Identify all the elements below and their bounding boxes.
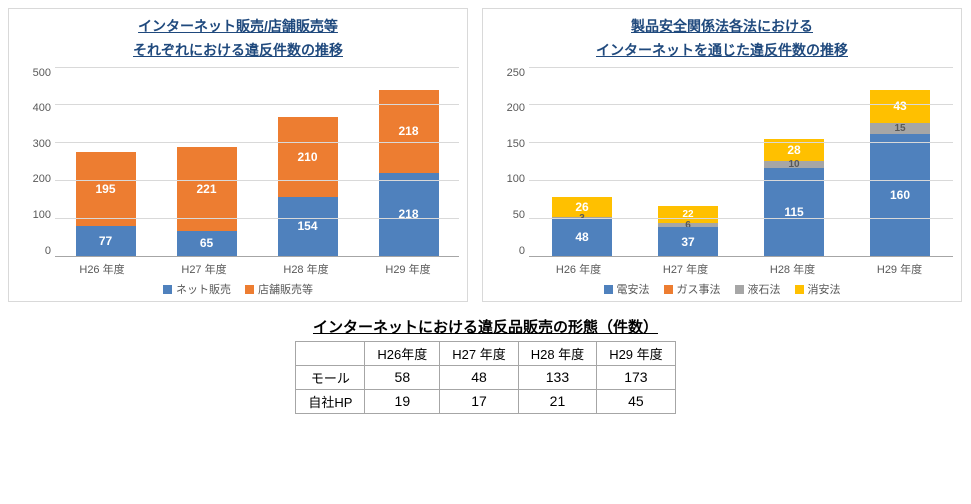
table-cell: 21: [518, 389, 596, 413]
x-axis-label: H26 年度: [556, 261, 601, 277]
x-axis-label: H29 年度: [385, 261, 430, 277]
bar-segment: 37: [658, 227, 718, 255]
bar: 65221: [177, 147, 237, 256]
legend-item: ガス事法: [664, 281, 721, 297]
bar-segment: 10: [764, 161, 824, 169]
chart-right-title: 製品安全関係法各法におけるインターネットを通じた違反件数の推移: [491, 15, 953, 63]
bar: 1601543: [870, 90, 930, 256]
bar-segment: 154: [278, 197, 338, 256]
table-cell: 17: [440, 389, 518, 413]
bar-segment: 43: [870, 90, 930, 123]
bar: 218218: [379, 90, 439, 256]
data-table: H26年度H27 年度H28 年度H29 年度 モール5848133173自社H…: [295, 341, 675, 414]
bar-segment: 15: [870, 123, 930, 134]
legend-item: 液石法: [735, 281, 781, 297]
legend-item: 電安法: [604, 281, 650, 297]
legend-item: ネット販売: [163, 281, 231, 297]
bar-segment: 77: [76, 226, 136, 255]
table-header: H26年度: [365, 341, 440, 365]
chart-right: 製品安全関係法各法におけるインターネットを通じた違反件数の推移 25020015…: [482, 8, 962, 302]
table-cell: 133: [518, 365, 596, 389]
bar: 37622: [658, 206, 718, 255]
table-cell: 173: [597, 365, 675, 389]
bar-segment: 218: [379, 173, 439, 256]
table-header: H29 年度: [597, 341, 675, 365]
row-header: モール: [296, 365, 365, 389]
bar-segment: 65: [177, 231, 237, 256]
table-cell: 48: [440, 365, 518, 389]
x-axis-label: H28 年度: [770, 261, 815, 277]
legend-item: 消安法: [795, 281, 841, 297]
table-header: H28 年度: [518, 341, 596, 365]
x-axis-label: H26 年度: [79, 261, 124, 277]
row-header: 自社HP: [296, 389, 365, 413]
chart-left-plot: 5004003002001000 7719565221154210218218: [17, 67, 459, 257]
bar: 48326: [552, 197, 612, 255]
table-cell: 45: [597, 389, 675, 413]
table-row: 自社HP19172145: [296, 389, 675, 413]
bar-segment: 48: [552, 219, 612, 255]
bar: 77195: [76, 152, 136, 255]
chart-left-title: インターネット販売/店舗販売等それぞれにおける違反件数の推移: [17, 15, 459, 63]
legend-item: 店舗販売等: [245, 281, 313, 297]
chart-left: インターネット販売/店舗販売等それぞれにおける違反件数の推移 500400300…: [8, 8, 468, 302]
table-header: H27 年度: [440, 341, 518, 365]
table-title: インターネットにおける違反品販売の形態（件数）: [8, 316, 963, 337]
x-axis-label: H27 年度: [663, 261, 708, 277]
bar: 154210: [278, 117, 338, 255]
table-header: [296, 341, 365, 365]
bar: 1151028: [764, 139, 824, 255]
table-cell: 19: [365, 389, 440, 413]
table-cell: 58: [365, 365, 440, 389]
bar-segment: 210: [278, 117, 338, 197]
chart-right-plot: 250200150100500 483263762211510281601543: [491, 67, 953, 257]
x-axis-label: H29 年度: [877, 261, 922, 277]
bar-segment: 160: [870, 134, 930, 256]
bar-segment: 218: [379, 90, 439, 173]
x-axis-label: H27 年度: [181, 261, 226, 277]
bar-segment: 195: [76, 152, 136, 226]
x-axis-label: H28 年度: [283, 261, 328, 277]
table-row: モール5848133173: [296, 365, 675, 389]
bar-segment: 115: [764, 168, 824, 255]
